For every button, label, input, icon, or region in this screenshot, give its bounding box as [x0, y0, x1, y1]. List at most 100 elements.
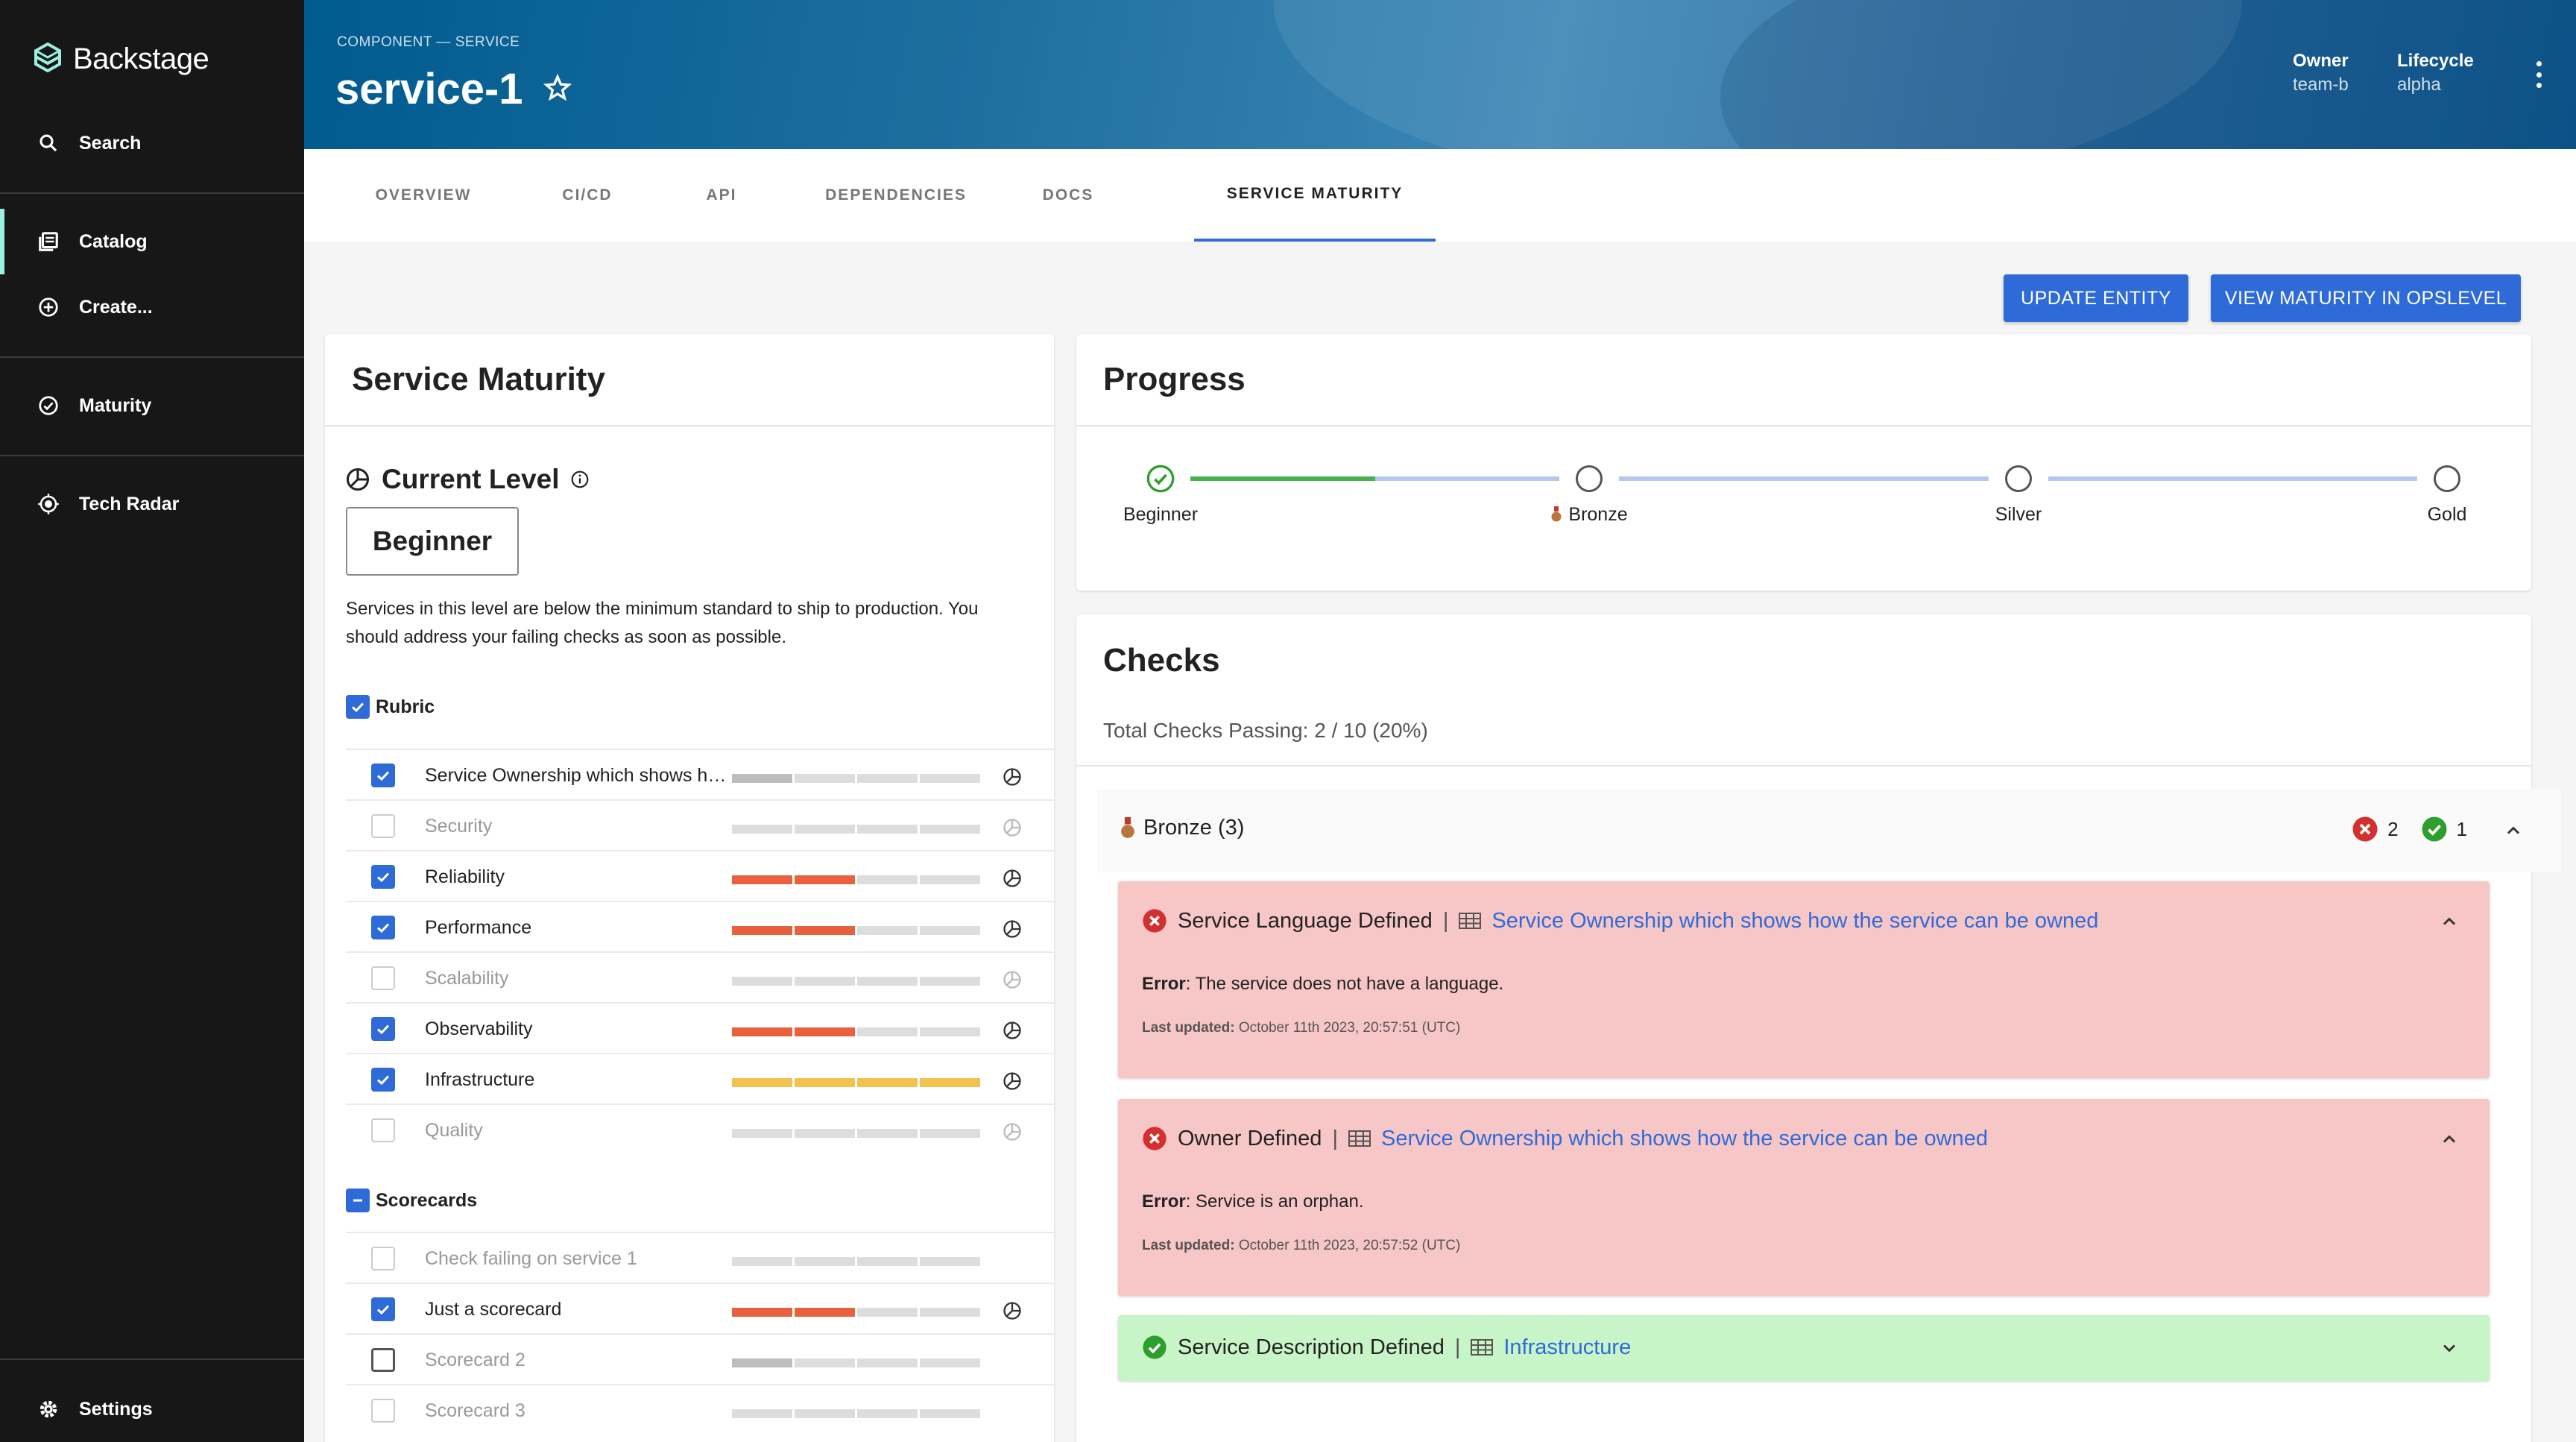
row-checkbox[interactable]: [371, 1017, 395, 1041]
list-item[interactable]: Reliability: [346, 850, 1054, 901]
rubric-checkbox[interactable]: [346, 695, 370, 719]
sidebar-item-maturity[interactable]: Maturity: [0, 373, 304, 438]
progress-card: Progress: [1076, 334, 2531, 591]
service-maturity-card: Service Maturity Current Level Beginner …: [325, 334, 1054, 1442]
chevron-down-icon[interactable]: [2439, 1338, 2460, 1358]
list-item[interactable]: Quality: [346, 1103, 1054, 1154]
list-item[interactable]: Scorecard 3: [346, 1384, 1054, 1435]
update-entity-button[interactable]: UPDATE ENTITY: [2004, 274, 2188, 322]
chevron-up-icon[interactable]: [2439, 1129, 2460, 1150]
sidebar-divider: [0, 455, 304, 456]
tab-overview[interactable]: OVERVIEW: [375, 186, 472, 204]
list-item[interactable]: Performance: [346, 901, 1054, 951]
list-item[interactable]: Service Ownership which shows how the se…: [346, 749, 1054, 799]
row-checkbox[interactable]: [371, 763, 395, 787]
radar-icon: [37, 493, 60, 515]
pie-chart-icon[interactable]: [1002, 919, 1023, 939]
check-category-link[interactable]: Service Ownership which shows how the se…: [1491, 908, 2099, 933]
row-label: Infrastructure: [425, 1069, 535, 1090]
updated-value: October 11th 2023, 20:57:52 (UTC): [1234, 1238, 1461, 1253]
backstage-logo-icon: [34, 42, 61, 73]
check-category-link[interactable]: Service Ownership which shows how the se…: [1380, 1126, 1988, 1150]
row-checkbox[interactable]: [371, 1118, 395, 1142]
list-item[interactable]: Scorecard 2: [346, 1333, 1054, 1384]
pie-chart-icon[interactable]: [1002, 1300, 1023, 1321]
check-updated: Last updated: October 11th 2023, 20:57:5…: [1142, 1238, 1460, 1254]
level-badge: Beginner: [346, 507, 519, 576]
owner-value[interactable]: team-b: [2293, 75, 2349, 95]
pie-chart-icon[interactable]: [1002, 1020, 1023, 1041]
pie-chart-icon[interactable]: [1002, 868, 1023, 889]
fail-icon: [1143, 909, 1167, 933]
pass-icon: [2422, 816, 2447, 842]
check-item[interactable]: Service Language Defined | Service Owner…: [1118, 881, 2490, 1078]
view-in-opslevel-button[interactable]: VIEW MATURITY IN OPSLEVEL: [2211, 274, 2521, 322]
tab-dependencies[interactable]: DEPENDENCIES: [825, 186, 967, 204]
updated-label: Last updated:: [1142, 1238, 1235, 1253]
lifecycle-value: alpha: [2397, 75, 2441, 95]
card-title: Progress: [1103, 361, 1246, 397]
error-message: : Service is an orphan.: [1185, 1191, 1364, 1212]
list-item[interactable]: Security: [346, 799, 1054, 850]
level-description: Services in this level are below the min…: [346, 599, 979, 647]
tab-api[interactable]: API: [706, 186, 737, 204]
list-item[interactable]: Infrastructure: [346, 1053, 1054, 1103]
row-checkbox[interactable]: [371, 1399, 395, 1423]
sidebar-divider: [0, 192, 304, 194]
check-name: Owner Defined: [1178, 1126, 1322, 1150]
header-decoration: [1720, 0, 2576, 149]
pie-chart-icon[interactable]: [1002, 1071, 1023, 1092]
progress-bar: [732, 875, 982, 884]
sidebar-item-catalog[interactable]: Catalog: [0, 209, 304, 274]
rubric-toggle[interactable]: Rubric: [346, 695, 435, 719]
chevron-up-icon[interactable]: [2503, 820, 2524, 841]
scorecards-toggle[interactable]: Scorecards: [346, 1188, 477, 1212]
star-icon[interactable]: [543, 73, 572, 103]
table-icon: [1348, 1130, 1371, 1147]
row-label: Scorecard 3: [425, 1400, 525, 1421]
row-checkbox[interactable]: [371, 916, 395, 939]
row-checkbox[interactable]: [371, 966, 395, 990]
backstage-logo[interactable]: Backstage: [33, 42, 209, 76]
tab-docs[interactable]: DOCS: [1042, 186, 1094, 204]
progress-bar: [732, 774, 982, 783]
check-name: Service Description Defined: [1178, 1335, 1445, 1359]
info-icon[interactable]: [570, 470, 590, 489]
chevron-up-icon[interactable]: [2439, 911, 2460, 932]
sidebar-item-create[interactable]: Create...: [0, 274, 304, 340]
list-item[interactable]: Check failing on service 1: [346, 1232, 1054, 1282]
row-checkbox[interactable]: [371, 814, 395, 838]
row-checkbox[interactable]: [371, 1068, 395, 1092]
owner-label: Owner: [2293, 51, 2349, 71]
pie-chart-icon[interactable]: [1002, 817, 1023, 838]
check-item[interactable]: Owner Defined | Service Ownership which …: [1118, 1099, 2490, 1296]
list-item[interactable]: Observability: [346, 1002, 1054, 1053]
bronze-group-header[interactable]: Bronze (3) 2 1: [1097, 789, 2561, 872]
card-header: Progress: [1076, 334, 2531, 426]
row-checkbox[interactable]: [371, 1247, 395, 1271]
list-item[interactable]: Just a scorecard: [346, 1282, 1054, 1333]
more-options-icon[interactable]: [2534, 61, 2543, 88]
check-category-link[interactable]: Infrastructure: [1503, 1335, 1632, 1359]
step-complete-icon: [1146, 465, 1175, 493]
row-checkbox[interactable]: [371, 1297, 395, 1321]
scorecards-checkbox[interactable]: [346, 1188, 370, 1212]
step-label: Gold: [2427, 504, 2467, 525]
brand-name: Backstage: [73, 42, 209, 75]
pass-count: 1: [2456, 817, 2467, 840]
sidebar-item-tech-radar[interactable]: Tech Radar: [0, 471, 304, 537]
check-item[interactable]: Service Description Defined | Infrastruc…: [1118, 1315, 2490, 1381]
group-counts: 2 1: [2352, 816, 2467, 843]
pie-chart-icon[interactable]: [1002, 1121, 1023, 1142]
row-checkbox[interactable]: [371, 865, 395, 889]
tab-cicd[interactable]: CI/CD: [562, 186, 613, 204]
sidebar-item-search[interactable]: Search: [0, 110, 304, 176]
sidebar-item-settings[interactable]: Settings: [0, 1376, 304, 1442]
row-checkbox[interactable]: [371, 1348, 395, 1372]
pie-chart-icon[interactable]: [1002, 969, 1023, 990]
list-item[interactable]: Scalability: [346, 951, 1054, 1002]
pie-chart-icon[interactable]: [1002, 766, 1023, 787]
check-updated: Last updated: October 11th 2023, 20:57:5…: [1142, 1020, 1460, 1036]
tab-service-maturity[interactable]: SERVICE MATURITY: [1194, 149, 1436, 242]
card-title: Checks: [1103, 642, 1220, 679]
